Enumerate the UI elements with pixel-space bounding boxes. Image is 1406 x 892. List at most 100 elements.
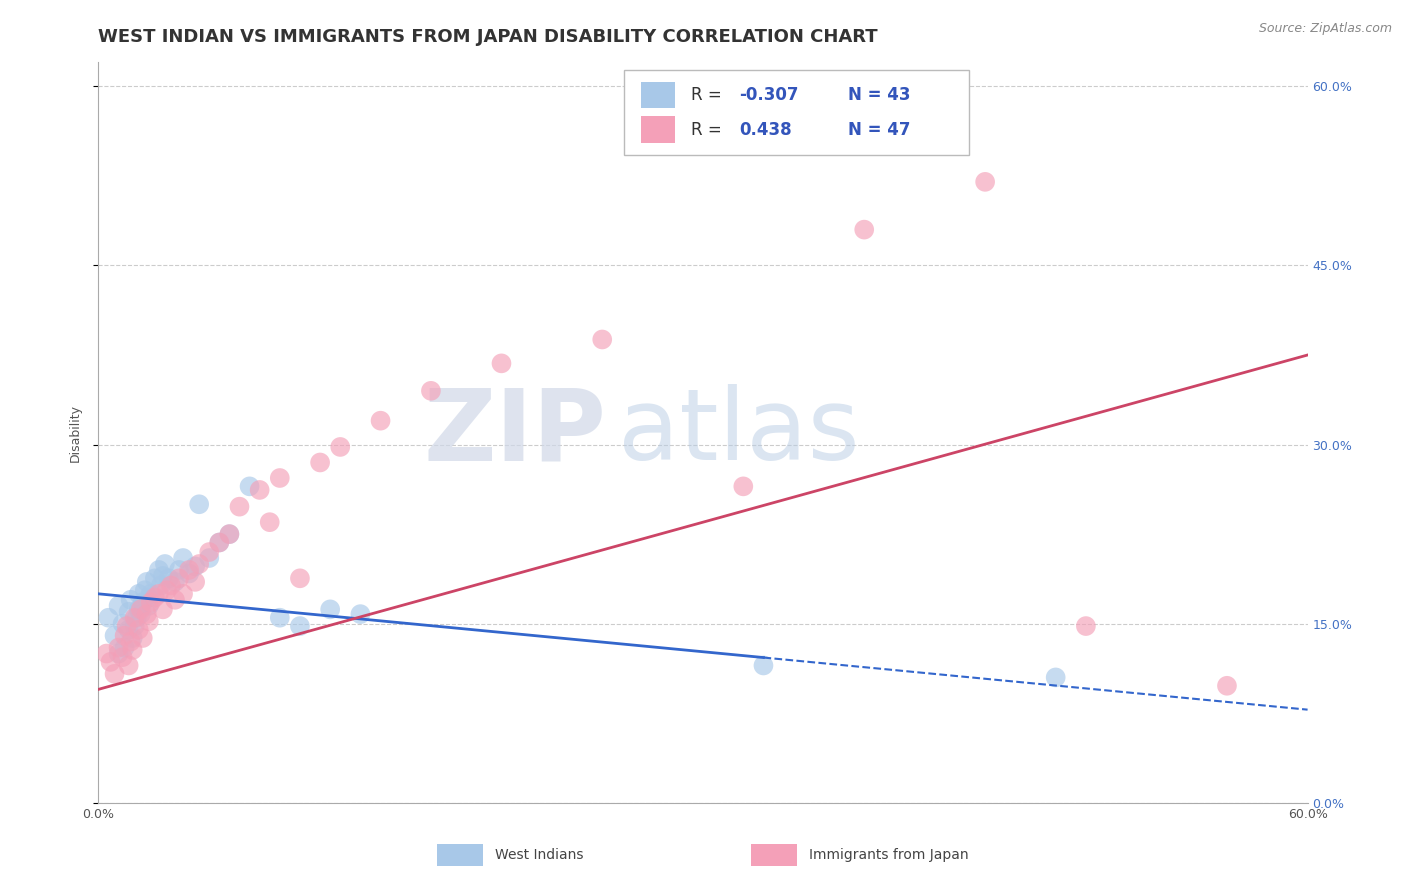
Point xyxy=(259,515,281,529)
Point xyxy=(167,571,190,585)
FancyBboxPatch shape xyxy=(624,70,969,155)
Point xyxy=(1045,670,1067,684)
Point xyxy=(188,497,211,511)
Point xyxy=(138,599,160,613)
Point xyxy=(153,557,176,571)
Point xyxy=(218,527,240,541)
Point xyxy=(143,571,166,585)
Point xyxy=(172,587,194,601)
Point xyxy=(309,455,332,469)
Point xyxy=(149,578,172,592)
Point xyxy=(118,658,141,673)
Point xyxy=(103,666,125,681)
Point xyxy=(269,471,291,485)
Point xyxy=(132,595,155,609)
Point xyxy=(198,545,221,559)
Point xyxy=(156,583,179,598)
Point xyxy=(100,655,122,669)
Point xyxy=(134,583,156,598)
Point xyxy=(118,605,141,619)
Point xyxy=(184,574,207,589)
Point xyxy=(97,610,120,624)
Point xyxy=(120,592,142,607)
Point xyxy=(125,610,148,624)
Text: N = 47: N = 47 xyxy=(848,120,911,139)
Point xyxy=(139,587,162,601)
Point xyxy=(163,592,186,607)
Point xyxy=(160,578,183,592)
Point xyxy=(103,629,125,643)
Point xyxy=(370,414,392,428)
Text: R =: R = xyxy=(690,86,727,104)
Point xyxy=(115,619,138,633)
Point xyxy=(491,356,513,370)
Text: 0.438: 0.438 xyxy=(740,120,792,139)
Point xyxy=(179,563,201,577)
Point xyxy=(157,571,180,585)
Point xyxy=(752,658,775,673)
Point xyxy=(120,634,142,648)
Point xyxy=(853,222,876,236)
Point xyxy=(138,591,160,605)
Point xyxy=(124,619,146,633)
Point xyxy=(1216,679,1239,693)
Point xyxy=(138,615,160,629)
Point xyxy=(188,557,211,571)
Point xyxy=(107,647,129,661)
Point xyxy=(111,650,134,665)
Point xyxy=(198,551,221,566)
Point xyxy=(163,574,186,589)
Text: atlas: atlas xyxy=(619,384,860,481)
Point xyxy=(288,619,311,633)
Point xyxy=(319,602,342,616)
Point xyxy=(349,607,371,621)
Point xyxy=(128,602,150,616)
Point xyxy=(218,527,240,541)
Text: Source: ZipAtlas.com: Source: ZipAtlas.com xyxy=(1258,22,1392,36)
Point xyxy=(121,643,143,657)
Point xyxy=(288,571,311,585)
Point xyxy=(129,607,152,621)
FancyBboxPatch shape xyxy=(641,82,675,108)
FancyBboxPatch shape xyxy=(751,844,797,866)
Point xyxy=(329,440,352,454)
Point xyxy=(111,616,134,631)
Point xyxy=(118,623,141,637)
Y-axis label: Disability: Disability xyxy=(69,403,82,462)
Point xyxy=(228,500,250,514)
FancyBboxPatch shape xyxy=(437,844,482,866)
Point xyxy=(148,563,170,577)
FancyBboxPatch shape xyxy=(641,117,675,143)
Text: Immigrants from Japan: Immigrants from Japan xyxy=(810,847,969,862)
Point xyxy=(591,333,613,347)
Point xyxy=(129,602,152,616)
Point xyxy=(114,640,136,655)
Point xyxy=(239,479,262,493)
Point xyxy=(148,587,170,601)
Point xyxy=(152,569,174,583)
Text: WEST INDIAN VS IMMIGRANTS FROM JAPAN DISABILITY CORRELATION CHART: WEST INDIAN VS IMMIGRANTS FROM JAPAN DIS… xyxy=(98,28,877,45)
Text: ZIP: ZIP xyxy=(423,384,606,481)
Point xyxy=(121,631,143,645)
Point xyxy=(128,623,150,637)
Point xyxy=(269,610,291,624)
Point xyxy=(208,535,231,549)
Text: R =: R = xyxy=(690,120,733,139)
Point xyxy=(135,607,157,621)
Point xyxy=(152,602,174,616)
Point xyxy=(128,587,150,601)
Point xyxy=(172,551,194,566)
Point xyxy=(208,535,231,549)
Point xyxy=(974,175,997,189)
Point xyxy=(114,629,136,643)
Point xyxy=(184,559,207,574)
Point xyxy=(733,479,755,493)
Point xyxy=(249,483,271,497)
Point xyxy=(96,647,118,661)
Point xyxy=(107,640,129,655)
Point xyxy=(420,384,443,398)
Point xyxy=(107,599,129,613)
Point xyxy=(179,566,201,581)
Point xyxy=(143,591,166,605)
Point xyxy=(135,574,157,589)
